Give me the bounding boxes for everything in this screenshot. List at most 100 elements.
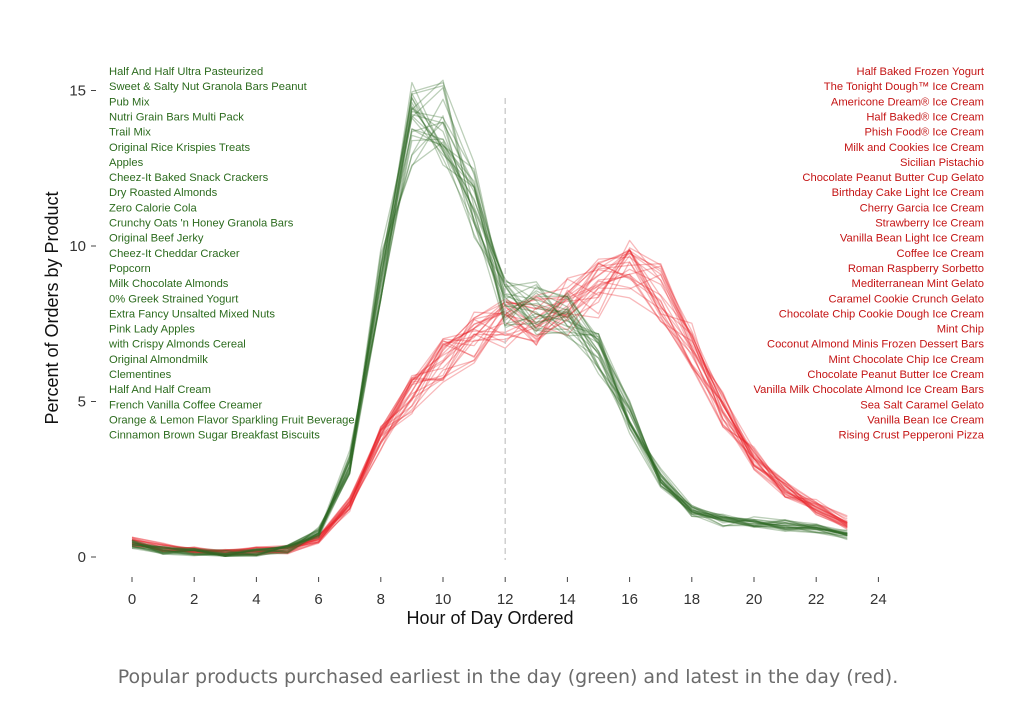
late-series-line-17	[131, 261, 848, 553]
late-series-line-10	[131, 249, 848, 555]
late-series-label: Vanilla Milk Chocolate Almond Ice Cream …	[754, 384, 985, 396]
early-series-line-11	[131, 121, 848, 557]
late-series-line-9	[131, 273, 848, 556]
late-series-line-16	[131, 247, 848, 554]
y-tick-label: 10	[69, 238, 86, 255]
early-series-label: Original Rice Krispies Treats	[109, 142, 251, 154]
late-series-line-20	[131, 249, 848, 554]
early-series-line-3	[131, 115, 848, 554]
early-series-line-18	[131, 96, 848, 557]
x-tick-label: 10	[435, 591, 452, 608]
early-series-label: Original Beef Jerky	[109, 233, 204, 245]
early-series-label: Zero Calorie Cola	[109, 202, 197, 214]
early-series-line-8	[131, 141, 848, 557]
early-series-line-21	[131, 87, 848, 558]
y-tick-label: 0	[78, 549, 86, 566]
early-series-line-24	[131, 113, 848, 555]
x-tick-label: 16	[621, 591, 638, 608]
late-series-label: Rising Crust Pepperoni Pizza	[838, 430, 984, 442]
late-series-label: Chocolate Peanut Butter Cup Gelato	[802, 172, 984, 184]
late-series-label: The Tonight Dough™ Ice Cream	[824, 81, 984, 93]
late-series-label: Vanilla Bean Light Ice Cream	[840, 233, 984, 245]
late-series-label: Birthday Cake Light Ice Cream	[832, 187, 984, 199]
early-series-line-17	[131, 79, 848, 557]
y-axis-label: Percent of Orders by Product	[42, 191, 62, 424]
early-series-line-4	[131, 98, 848, 556]
late-series-line-22	[131, 273, 848, 555]
early-series-label: Sweet & Salty Nut Granola Bars Peanut	[109, 81, 308, 93]
x-tick-label: 6	[314, 591, 322, 608]
late-series-label: Vanilla Bean Ice Cream	[867, 414, 984, 426]
late-series-label: Mint Chocolate Chip Ice Cream	[829, 354, 984, 366]
early-series-line-20	[131, 93, 848, 558]
x-tick-label: 2	[190, 591, 198, 608]
late-series-line-4	[131, 249, 848, 552]
early-series-line-5	[131, 101, 848, 556]
late-series-label: Coconut Almond Minis Frozen Dessert Bars	[767, 339, 984, 351]
early-series-label: Nutri Grain Bars Multi Pack	[109, 111, 244, 123]
late-series-label: Chocolate Chip Cookie Dough Ice Cream	[779, 308, 984, 320]
early-series-line-10	[131, 85, 848, 557]
early-series-label: Half And Half Cream	[109, 384, 211, 396]
late-series-label: Roman Raspberry Sorbetto	[848, 263, 984, 275]
x-tick-label: 18	[683, 591, 700, 608]
late-series-label: Half Baked® Ice Cream	[866, 111, 984, 123]
early-series-label: Cinnamon Brown Sugar Breakfast Biscuits	[109, 430, 320, 442]
late-series-label: Americone Dream® Ice Cream	[831, 96, 984, 108]
late-series-label: Milk and Cookies Ice Cream	[844, 142, 984, 154]
early-series-label: French Vanilla Coffee Creamer	[109, 399, 262, 411]
y-tick-label: 15	[69, 83, 86, 100]
late-series-line-11	[131, 262, 848, 553]
x-tick-label: 0	[128, 591, 136, 608]
late-series-line-7	[131, 254, 848, 552]
early-series-line-16	[131, 107, 848, 558]
x-tick-label: 14	[559, 591, 576, 608]
late-series-label: Mediterranean Mint Gelato	[852, 278, 984, 290]
late-series-line-1	[131, 250, 848, 552]
x-tick-label: 22	[808, 591, 825, 608]
early-series-label: Pub Mix	[109, 96, 150, 108]
early-series-label: Trail Mix	[109, 127, 151, 139]
early-series-label: Pink Lady Apples	[109, 324, 195, 336]
early-series-line-12	[131, 105, 848, 555]
late-series-line-19	[131, 268, 848, 554]
x-tick-label: 4	[252, 591, 260, 608]
early-series-label: Apples	[109, 157, 144, 169]
x-tick-label: 24	[870, 591, 887, 608]
early-series-label: Half And Half Ultra Pasteurized	[109, 66, 263, 78]
early-series-label: Dry Roasted Almonds	[109, 187, 218, 199]
late-series-label: Chocolate Peanut Butter Ice Cream	[807, 369, 984, 381]
early-series-line-9	[131, 81, 848, 555]
late-series-label: Strawberry Ice Cream	[875, 218, 984, 230]
early-series-line-23	[131, 134, 848, 557]
late-series-label: Caramel Cookie Crunch Gelato	[829, 293, 984, 305]
late-series-line-25	[131, 262, 848, 557]
late-series-line-21	[131, 256, 848, 556]
early-series-line-25	[131, 128, 848, 551]
x-tick-label: 20	[746, 591, 763, 608]
x-tick-label: 12	[497, 591, 514, 608]
late-series-label: Half Baked Frozen Yogurt	[857, 66, 985, 78]
early-series-line-15	[131, 128, 848, 557]
late-series-line-14	[131, 263, 848, 553]
legend-labels: Half And Half Ultra Pasteurized Sweet & S…	[108, 66, 985, 442]
late-series-label: Mint Chip	[937, 324, 984, 336]
late-series-label: Sea Salt Caramel Gelato	[860, 399, 984, 411]
early-series-label: Cheez-It Baked Snack Crackers	[109, 172, 269, 184]
early-series-label: Original Almondmilk	[109, 354, 208, 366]
late-series-line-23	[131, 275, 848, 553]
early-series-line-14	[131, 82, 848, 556]
early-series-label: Crunchy Oats 'n Honey Granola Bars	[109, 218, 294, 230]
early-series-label: Orange & Lemon Flavor Sparkling Fruit Be…	[109, 414, 355, 426]
late-series-line-13	[131, 265, 848, 554]
early-series-line-6	[131, 138, 848, 557]
late-series-line-6	[131, 252, 848, 556]
early-series-label: Milk Chocolate Almonds	[109, 278, 229, 290]
early-series-line-1	[131, 115, 848, 556]
late-series-line-24	[131, 248, 848, 556]
series-lines	[131, 79, 848, 558]
late-series-line-12	[131, 261, 848, 553]
early-series-label: with Crispy Almonds Cereal	[108, 339, 246, 351]
